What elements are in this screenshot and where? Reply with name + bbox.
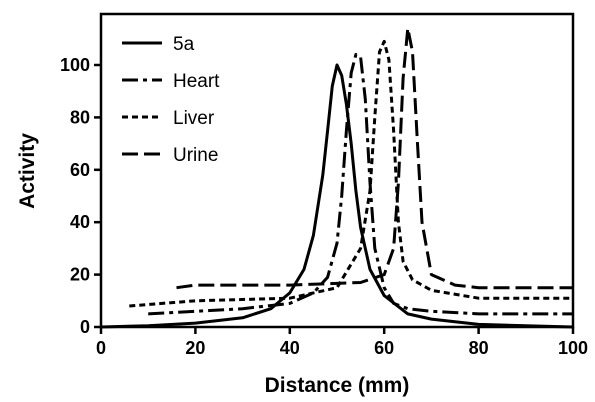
series-group (100, 26, 574, 329)
x-tick-label: 40 (280, 338, 300, 358)
series-liver-line (129, 39, 573, 308)
x-tick-label: 0 (96, 338, 106, 358)
x-tick-label: 20 (185, 338, 205, 358)
series-urine-line (176, 26, 573, 290)
plot-frame (99, 12, 575, 329)
legend-label-heart: Heart (173, 71, 220, 92)
x-tick-label: 100 (558, 338, 588, 358)
series-heart-line (148, 53, 573, 316)
legend-label-5a: 5a (173, 34, 195, 55)
y-tick-label: 60 (70, 160, 90, 180)
y-axis-title: Activity (16, 133, 39, 209)
legend-label-urine: Urine (173, 145, 218, 166)
y-tick-label: 100 (60, 55, 90, 75)
x-tick-label: 60 (374, 338, 394, 358)
axis-ticks: 0 20 40 60 80 100 0 20 40 60 80 100 (60, 55, 588, 358)
x-axis-title: Distance (mm) (265, 374, 410, 397)
y-tick-label: 0 (80, 317, 90, 337)
legend: 5a Heart Liver Urine (122, 34, 220, 166)
y-tick-label: 80 (70, 107, 90, 127)
y-tick-label: 20 (70, 265, 90, 285)
legend-label-liver: Liver (173, 108, 215, 129)
y-tick-label: 40 (70, 212, 90, 232)
series-5a-line (100, 63, 574, 329)
x-tick-label: 80 (469, 338, 489, 358)
